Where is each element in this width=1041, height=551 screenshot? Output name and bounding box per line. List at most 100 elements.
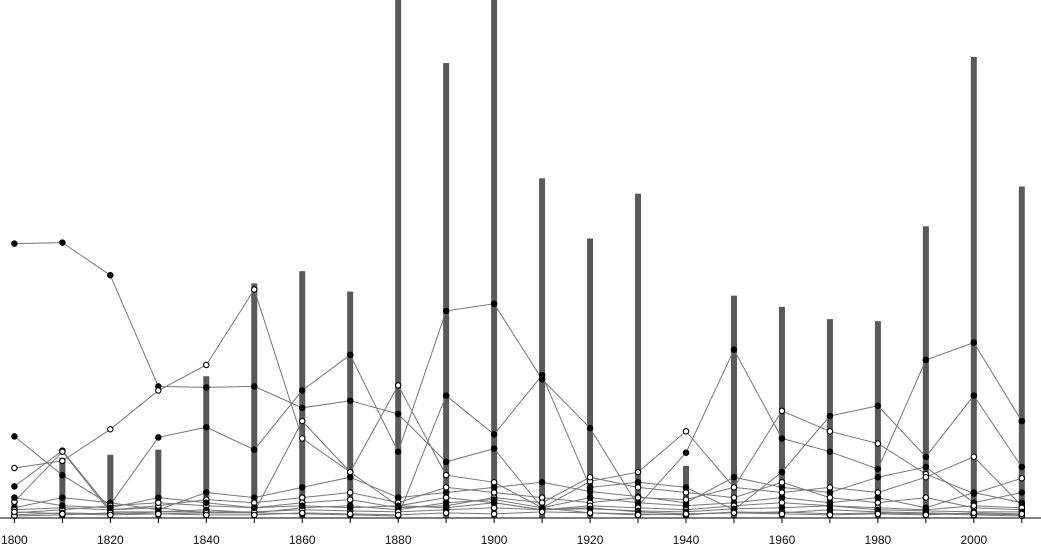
point-s12-1910 [538, 508, 546, 516]
point-s7-1970 [826, 484, 834, 491]
point-s5-2010 [1018, 474, 1026, 482]
point-s7-1890 [442, 484, 450, 491]
bar-1890 [443, 63, 450, 519]
point-s5-1970 [826, 428, 834, 435]
x-tick-label: 1860 [289, 533, 316, 547]
point-s5-1980 [874, 440, 882, 447]
point-s12-1810 [59, 510, 66, 518]
point-s12-1830 [155, 510, 162, 518]
point-s4-1800 [11, 483, 18, 490]
bar-1820 [107, 454, 114, 518]
point-s1-1820 [107, 271, 114, 279]
bar-1880 [395, 0, 402, 518]
point-s3-1920 [586, 424, 594, 432]
bar-1980 [874, 321, 881, 518]
point-s12-1870 [346, 510, 354, 518]
point-s3-1890 [442, 307, 450, 315]
point-s12-1920 [586, 509, 594, 517]
point-s11-1800 [11, 494, 18, 501]
point-s11-1840 [203, 499, 210, 506]
point-s3-1940 [682, 449, 690, 456]
point-s8-1870 [346, 496, 354, 503]
bar-1870 [347, 291, 354, 518]
point-s2-1860 [298, 435, 306, 442]
point-s7-2000 [970, 453, 978, 461]
x-tick-label: 2000 [960, 533, 987, 547]
point-s8-1930 [634, 484, 642, 491]
point-s4-1910 [538, 371, 546, 379]
point-s4-1980 [874, 402, 882, 410]
point-s8-1940 [682, 489, 690, 496]
bar-2000 [970, 56, 977, 519]
point-s2-1850 [251, 286, 258, 293]
point-s12-1820 [107, 511, 114, 519]
bar-1990 [922, 226, 929, 518]
point-s2-1820 [107, 426, 114, 433]
point-s12-1800 [11, 508, 18, 516]
point-s7-1990 [922, 473, 930, 481]
series-lines [14, 242, 1023, 517]
point-s4-1900 [490, 431, 498, 438]
point-s9-2000 [970, 489, 978, 496]
point-s3-1860 [298, 387, 306, 394]
series-markers [11, 239, 1026, 520]
point-s5-1810 [59, 448, 66, 455]
point-s6-1920 [586, 488, 594, 495]
point-s1-1900 [490, 445, 498, 452]
point-s3-1960 [778, 435, 786, 442]
point-s4-2010 [1018, 463, 1026, 471]
point-s12-1880 [394, 511, 402, 519]
point-s1-1880 [394, 410, 402, 418]
point-s12-1860 [298, 509, 306, 517]
bar-1950 [730, 295, 737, 518]
x-tick-label: 1900 [481, 533, 508, 547]
bar-1930 [635, 193, 642, 518]
x-tick-label: 1940 [673, 533, 700, 547]
point-s12-1890 [442, 509, 450, 517]
point-s1-1810 [59, 239, 66, 246]
point-s9-1920 [586, 494, 594, 501]
bar-1850 [251, 283, 258, 518]
point-s11-1960 [778, 504, 786, 512]
point-s6-1910 [538, 479, 546, 486]
point-s12-1850 [251, 511, 258, 519]
point-s12-1990 [922, 511, 930, 519]
point-s2-1840 [203, 361, 210, 369]
point-s3-1980 [874, 465, 882, 473]
point-s12-1980 [874, 510, 882, 518]
point-s11-1850 [251, 504, 258, 512]
point-s7-1950 [730, 484, 738, 491]
point-s8-1960 [778, 479, 786, 486]
point-s3-1880 [394, 448, 402, 455]
series-line-1 [14, 242, 1022, 516]
point-s2-1800 [11, 464, 18, 472]
bar-1910 [539, 178, 546, 518]
point-s1-1860 [298, 404, 306, 412]
bar-1830 [155, 449, 162, 518]
point-s4-1990 [922, 453, 930, 461]
point-s4-2000 [970, 392, 978, 399]
x-tick-label: 1980 [865, 533, 892, 547]
x-tick-label: 1820 [97, 533, 124, 547]
point-s1-1870 [346, 397, 354, 404]
point-s3-2010 [1018, 417, 1026, 425]
bar-1860 [299, 271, 306, 518]
x-tick-label: 1880 [385, 533, 412, 547]
point-s5-1890 [442, 471, 450, 479]
point-s11-1820 [107, 504, 114, 512]
point-s12-1940 [682, 510, 690, 518]
point-s6-1980 [874, 473, 882, 481]
point-s3-1900 [490, 300, 498, 308]
point-s8-1990 [922, 494, 930, 501]
point-s2-1830 [155, 387, 162, 394]
point-s6-2010 [1018, 489, 1026, 496]
point-s12-1950 [730, 509, 738, 517]
point-s9-1980 [874, 494, 882, 501]
point-s6-1870 [346, 473, 354, 481]
point-s11-1860 [298, 502, 306, 510]
x-tick-label: 1800 [1, 533, 28, 547]
point-s1-1800 [11, 240, 18, 247]
point-s12-1900 [490, 510, 498, 518]
point-s11-1810 [59, 502, 66, 510]
x-tick-label: 1840 [193, 533, 220, 547]
